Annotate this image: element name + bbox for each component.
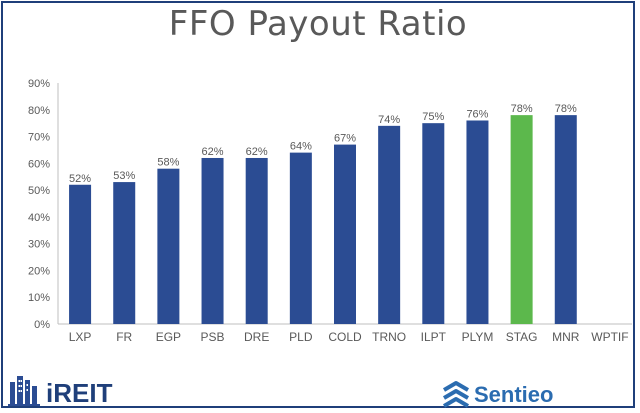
x-tick-label: PLD [289,330,313,344]
bar [554,115,577,324]
bar [510,115,533,324]
x-tick-label: FR [116,330,132,344]
bar [466,120,489,324]
ireit-logo-text: iREIT [46,378,113,406]
bar [378,125,401,324]
y-tick-label: 10% [28,292,50,304]
bar [69,184,92,324]
x-tick-label: ILPT [421,330,447,344]
bar [245,157,268,324]
y-tick-label: 30% [28,239,50,251]
data-label: 53% [113,170,135,182]
ireit-logo: iREIT [8,376,113,406]
x-tick-label: DRE [244,330,269,344]
y-tick-label: 60% [28,158,50,170]
x-tick-label: LXP [69,330,92,344]
data-label: 62% [202,146,224,158]
data-label: 78% [511,103,533,115]
y-tick-label: 50% [28,185,50,197]
x-tick-label: MNR [552,330,580,344]
data-label: 62% [246,146,268,158]
x-tick-label: STAG [506,330,538,344]
bar [422,123,445,325]
data-label: 78% [555,103,577,115]
x-tick-label: COLD [328,330,362,344]
x-tick-label: PSB [201,330,225,344]
x-tick-label: TRNO [372,330,406,344]
bar [334,144,356,324]
x-axis: LXP FR EGP PSB DRE PLD COLD TRNO ILPT PLYM STAG MNR… [69,330,629,344]
y-tick-label: 90% [28,78,50,90]
y-tick-label: 80% [28,105,50,117]
bar [157,168,180,324]
data-label: 64% [290,141,312,153]
bar [201,157,224,324]
bars: 52% 53% 58% 62% 62% 64% 67% 74% 75% 76% 78% 78% [69,103,577,325]
x-tick-label: WPTIF [591,330,628,344]
sentieo-logo: Sentieo [442,381,553,408]
y-tick-label: 20% [28,265,50,277]
x-tick-label: PLYM [462,330,494,344]
data-label: 74% [378,114,400,126]
sentieo-logo-text: Sentieo [474,382,553,407]
chart-title: FFO Payout Ratio [168,4,468,44]
data-label: 76% [466,108,488,120]
data-label: 67% [334,133,356,145]
data-label: 52% [69,173,91,185]
x-tick-label: EGP [156,330,181,344]
y-tick-label: 0% [34,319,50,331]
data-label: 75% [422,111,444,123]
y-tick-label: 40% [28,212,50,224]
bar [289,152,312,324]
data-label: 58% [157,157,179,169]
y-tick-label: 70% [28,132,50,144]
bar [113,182,136,324]
